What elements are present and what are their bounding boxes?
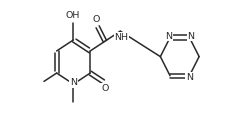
Text: O: O — [93, 15, 100, 24]
Text: N: N — [187, 32, 194, 41]
Text: O: O — [101, 84, 108, 93]
Text: N: N — [70, 78, 77, 87]
Text: N: N — [165, 32, 172, 41]
Text: NH: NH — [114, 33, 129, 42]
Text: N: N — [186, 73, 193, 82]
Text: OH: OH — [66, 11, 80, 20]
